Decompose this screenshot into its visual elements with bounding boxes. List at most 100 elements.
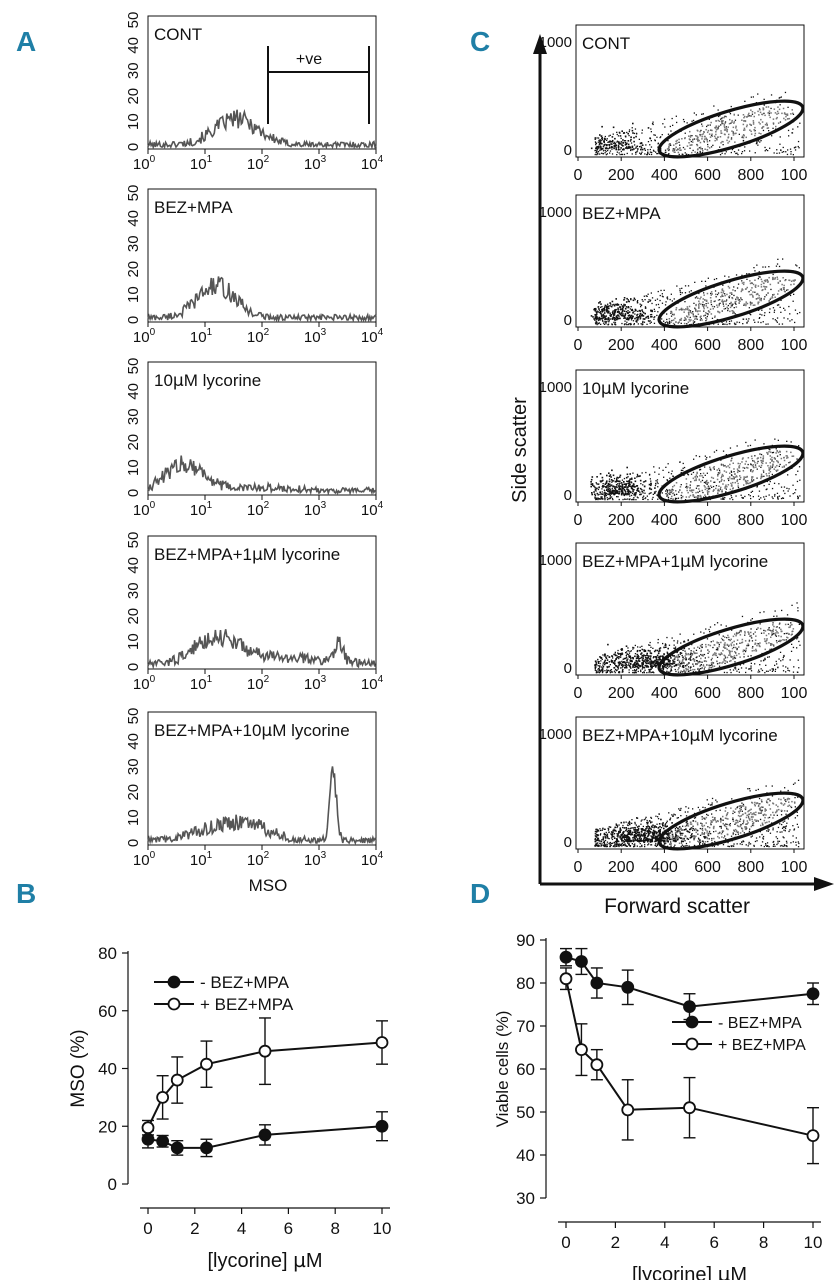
scatter-dot — [609, 664, 611, 666]
scatter-dot — [648, 487, 651, 490]
scatter-dot — [716, 469, 718, 471]
scatter-dot — [744, 479, 747, 482]
scatter-dot — [708, 832, 710, 835]
scatter-dot — [756, 644, 758, 647]
scatter-dot — [675, 490, 677, 492]
scatter-dot — [721, 121, 723, 123]
scatter-dot — [729, 447, 732, 449]
scatter-dot — [759, 109, 761, 111]
scatter-dot — [761, 309, 763, 311]
scatter-dot — [620, 312, 623, 314]
scatter-dot — [755, 143, 758, 145]
scatter-dot — [688, 138, 691, 140]
x-tick-label: 400 — [651, 337, 678, 354]
scatter-dot — [597, 661, 599, 663]
scatter-dot — [628, 654, 630, 656]
scatter-dot — [652, 657, 654, 659]
scatter-dot — [682, 467, 684, 469]
scatter-dot — [651, 671, 653, 673]
scatter-dot — [750, 115, 753, 117]
scatter-dot — [718, 481, 721, 483]
scatter-dot — [706, 315, 708, 318]
scatter-dot — [671, 488, 673, 490]
scatter-dot — [627, 307, 629, 309]
scatter-dot — [712, 640, 714, 642]
scatter-dot — [782, 258, 784, 260]
scatter-dot — [689, 487, 691, 489]
scatter-dot — [687, 811, 689, 813]
scatter-dot — [629, 485, 632, 488]
scatter-dot — [672, 659, 675, 661]
scatter-dot — [613, 144, 616, 147]
scatter-dot — [605, 481, 608, 483]
scatter-dot — [644, 480, 647, 482]
scatter-dot — [642, 315, 645, 317]
scatter-dot — [670, 669, 672, 671]
scatter-dot — [639, 303, 641, 305]
scatter-dot — [608, 485, 610, 487]
scatter-dot — [616, 154, 618, 156]
scatter-dot — [697, 491, 699, 493]
scatter-dot — [716, 641, 718, 643]
scatter-dot — [766, 639, 768, 642]
scatter-dot — [644, 306, 647, 308]
scatter-dot — [604, 318, 606, 321]
scatter-dot — [718, 472, 721, 475]
scatter-dot — [733, 845, 735, 847]
scatter-dot — [616, 669, 618, 671]
scatter-dot — [764, 288, 767, 291]
scatter-dot — [607, 827, 609, 830]
scatter-dot — [612, 831, 614, 833]
scatter-dot — [653, 660, 655, 663]
scatter-dot — [633, 663, 635, 665]
scatter-dot — [703, 315, 705, 317]
scatter-dot — [623, 323, 626, 325]
scatter-dot — [641, 314, 644, 317]
scatter-dot — [756, 462, 759, 464]
scatter-dot — [749, 843, 752, 845]
scatter-dot — [718, 653, 720, 655]
y-tick-label: 30 — [125, 582, 142, 599]
scatter-dot — [749, 313, 751, 315]
scatter-dot — [617, 492, 619, 494]
scatter-dot — [790, 151, 792, 153]
scatter-dot — [621, 486, 624, 488]
scatter-dot — [703, 668, 705, 670]
scatter-dot — [747, 114, 750, 117]
scatter-dot — [599, 311, 602, 313]
scatter-dot — [705, 318, 708, 320]
scatter-dot — [625, 147, 627, 149]
scatter-dot — [623, 303, 625, 305]
scatter-dot — [647, 141, 650, 143]
scatter-dot — [793, 283, 795, 285]
scatter-dot — [754, 270, 756, 272]
scatter-dot — [594, 669, 596, 671]
scatter-dot — [780, 149, 782, 151]
scatter-dot — [734, 661, 736, 663]
scatter-dot — [702, 843, 704, 845]
scatter-dot — [695, 663, 698, 666]
scatter-dot — [675, 115, 677, 117]
scatter-dot — [703, 836, 705, 838]
y-tick-label: 0 — [564, 142, 572, 159]
scatter-dot — [756, 468, 758, 470]
scatter-dot — [756, 457, 759, 460]
scatter-dot — [696, 315, 698, 318]
scatter-dot — [744, 120, 747, 122]
scatter-dot — [778, 108, 781, 111]
scatter-dot — [786, 153, 789, 156]
scatter-dot — [596, 323, 598, 326]
scatter-dot — [732, 832, 734, 834]
scatter-dot — [711, 797, 714, 800]
scatter-dot — [752, 120, 755, 122]
scatter-dot — [742, 289, 744, 291]
scatter-dot — [767, 149, 769, 152]
scatter-dot — [627, 658, 629, 660]
scatter-dot — [733, 646, 735, 649]
scatter-dot — [628, 323, 630, 325]
scatter-dot — [711, 661, 713, 664]
scatter-dot — [697, 313, 700, 315]
